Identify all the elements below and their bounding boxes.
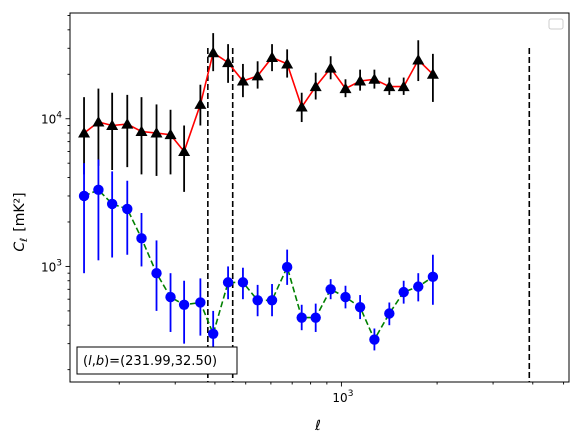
data-point [383, 80, 396, 92]
data-point [412, 53, 425, 65]
x-axis-label: ℓ [314, 418, 321, 434]
series-layer [78, 33, 439, 367]
data-point [222, 277, 234, 288]
data-point [281, 57, 294, 69]
data-point [354, 75, 367, 86]
data-point [266, 51, 279, 62]
data-point [296, 312, 307, 323]
data-point [236, 75, 249, 86]
data-point [369, 334, 380, 345]
data-point [237, 277, 249, 288]
annotation-label: (l,b)=(231.99,32.50) [83, 354, 217, 369]
data-point [325, 284, 336, 295]
data-point [384, 308, 395, 319]
data-point [78, 190, 90, 202]
plot-frame [69, 12, 570, 383]
data-point [178, 145, 191, 157]
data-point [398, 286, 409, 298]
data-point [207, 46, 220, 58]
data-point [295, 101, 308, 112]
data-point [339, 82, 352, 94]
data-point [354, 301, 366, 313]
data-point [150, 127, 163, 138]
data-point [135, 125, 148, 136]
data-point [92, 116, 105, 127]
series-2 [78, 159, 439, 367]
x-tick-label: 103 [332, 389, 353, 405]
y-axis-label: Cℓ[mK²] [12, 192, 30, 251]
y-tick-label: 104 [41, 111, 62, 127]
data-point [164, 128, 177, 140]
data-point [426, 68, 439, 79]
data-point [222, 56, 235, 68]
data-point [121, 118, 134, 129]
series-line [83, 188, 434, 342]
data-point [324, 62, 337, 73]
data-point [266, 295, 278, 306]
data-point [106, 119, 119, 131]
annotation-box: (l,b)=(231.99,32.50) [76, 346, 238, 375]
data-point [310, 312, 321, 323]
data-point [427, 271, 439, 283]
data-point [106, 198, 118, 210]
data-point [165, 291, 176, 303]
data-point [122, 203, 133, 215]
data-point [93, 184, 104, 196]
legend-box [548, 18, 564, 30]
data-point [309, 80, 322, 92]
data-point [178, 299, 190, 310]
data-point [368, 73, 381, 84]
data-point [78, 127, 91, 138]
data-point [207, 328, 219, 339]
series-1 [78, 33, 439, 192]
vertical-dashed-lines [207, 48, 531, 382]
data-point [340, 291, 351, 303]
data-point [251, 69, 264, 81]
data-point [397, 80, 410, 92]
data-point [413, 281, 424, 292]
ticks: 103 104 103 [41, 15, 565, 405]
data-point [194, 98, 207, 109]
y-tick-label: 103 [41, 258, 62, 274]
data-point [252, 295, 263, 306]
data-point [281, 261, 293, 273]
data-point [195, 297, 206, 308]
data-point [136, 233, 147, 244]
data-point [151, 267, 162, 279]
